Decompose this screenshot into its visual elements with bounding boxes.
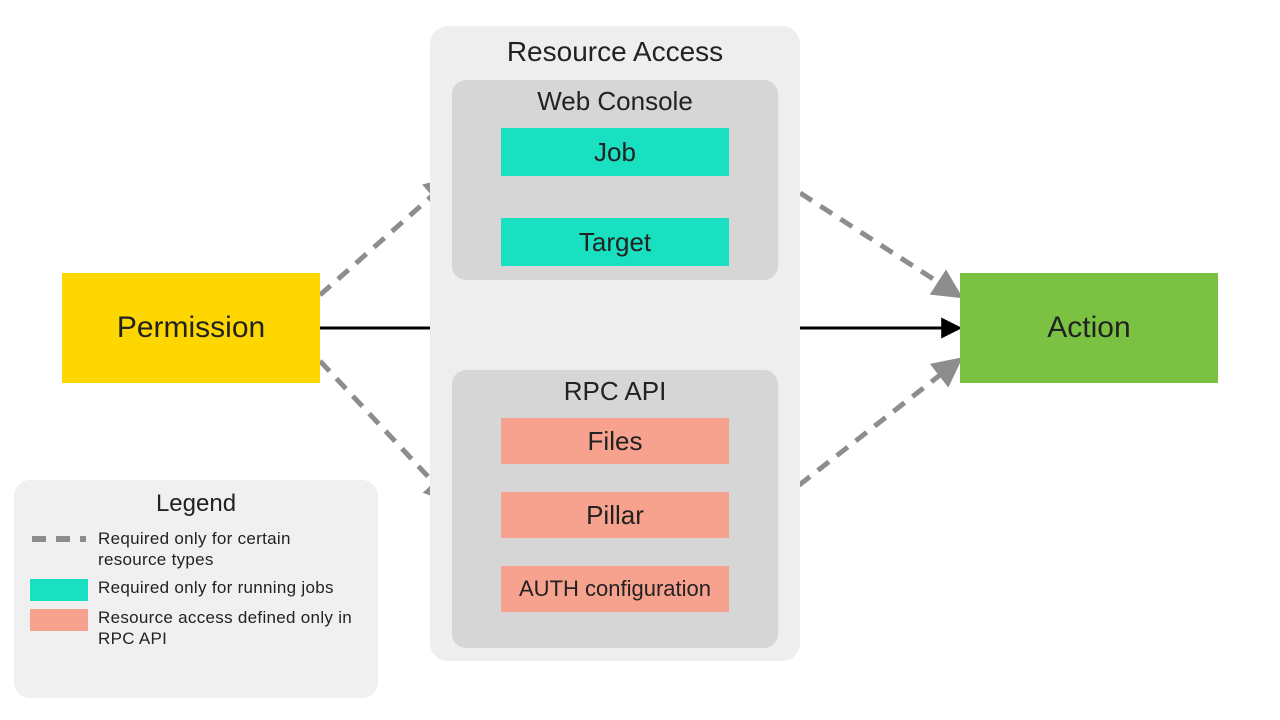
- job-label: Job: [594, 137, 636, 168]
- files-node: Files: [501, 418, 729, 464]
- legend-panel: Legend Required only for certain resourc…: [14, 480, 378, 698]
- legend-item-text: Resource access defined only in RPC API: [98, 607, 362, 650]
- rpc-api-title: RPC API: [564, 376, 667, 407]
- job-node: Job: [501, 128, 729, 176]
- files-label: Files: [588, 426, 643, 457]
- legend-title: Legend: [30, 490, 362, 518]
- legend-item-text: Required only for running jobs: [98, 577, 362, 598]
- legend-items: Required only for certain resource types…: [30, 528, 362, 649]
- legend-swatch-icon: [30, 579, 88, 601]
- target-node: Target: [501, 218, 729, 266]
- legend-item: Required only for certain resource types: [30, 528, 362, 571]
- edge-rpcapi-action: [780, 361, 958, 500]
- legend-swatch-icon: [30, 609, 88, 631]
- auth-config-label: AUTH configuration: [519, 576, 711, 602]
- target-label: Target: [579, 227, 651, 258]
- permission-node: Permission: [62, 273, 320, 383]
- web-console-title: Web Console: [537, 86, 693, 117]
- action-node: Action: [960, 273, 1218, 383]
- legend-item-text: Required only for certain resource types: [98, 528, 362, 571]
- pillar-node: Pillar: [501, 492, 729, 538]
- resource-access-title: Resource Access: [507, 36, 723, 68]
- legend-dash-icon: [30, 530, 88, 553]
- action-label: Action: [1047, 311, 1130, 345]
- pillar-label: Pillar: [586, 500, 644, 531]
- permission-label: Permission: [117, 311, 265, 345]
- auth-config-node: AUTH configuration: [501, 566, 729, 612]
- edge-webconsole-action: [780, 180, 958, 295]
- legend-item: Resource access defined only in RPC API: [30, 607, 362, 650]
- legend-item: Required only for running jobs: [30, 577, 362, 601]
